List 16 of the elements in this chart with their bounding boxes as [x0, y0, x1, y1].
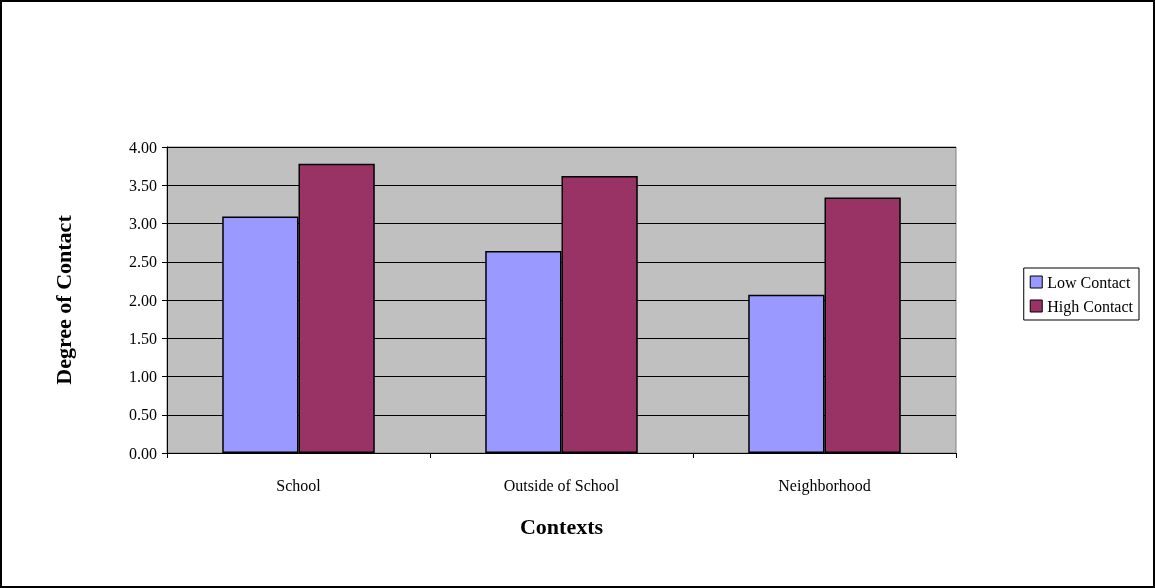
x-tick-label: Outside of School: [503, 476, 620, 494]
y-tick-label: 0.50: [129, 406, 157, 424]
y-tick-label: 2.00: [129, 291, 157, 309]
legend-label: High Contact: [1047, 297, 1134, 316]
y-tick-label: 1.00: [129, 368, 157, 385]
x-tick-label: School: [276, 476, 322, 494]
y-tick-label: 3.50: [129, 176, 157, 194]
y-tick-label: 3.00: [129, 215, 157, 232]
x-axis-title: Contexts: [519, 513, 604, 539]
y-tick-label: 2.50: [129, 253, 157, 271]
y-tick-label: 4.00: [129, 138, 157, 156]
y-tick-label: 1.50: [129, 329, 157, 347]
y-axis-title: Degree of Contact: [50, 214, 76, 385]
x-tick-label: Neighborhood: [778, 476, 871, 495]
y-tick-label: 0.00: [129, 444, 157, 462]
legend-label: Low Contact: [1047, 273, 1131, 291]
